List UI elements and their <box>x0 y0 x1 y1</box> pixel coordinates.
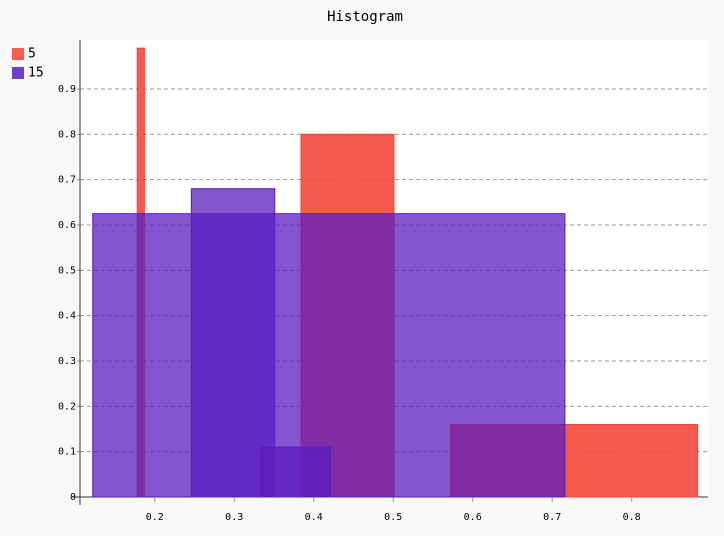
x-tick-label: 0.5 <box>384 512 402 523</box>
x-tick-label: 0.2 <box>146 512 164 523</box>
bar <box>259 446 331 498</box>
legend-swatch <box>12 67 24 79</box>
chart-title: Histogram <box>327 9 403 25</box>
y-tick-label: 0.2 <box>58 401 76 412</box>
y-tick-label: 0.6 <box>58 220 76 231</box>
legend-label: 15 <box>28 66 44 81</box>
y-tick-label: 0.9 <box>58 84 76 95</box>
x-tick-label: 0.6 <box>464 512 482 523</box>
x-tick-label: 0.3 <box>225 512 243 523</box>
y-tick-label: 0.7 <box>58 175 76 186</box>
legend-label: 5 <box>28 47 36 62</box>
x-tick-label: 0.8 <box>623 512 641 523</box>
y-tick-label: 0.1 <box>58 447 76 458</box>
y-tick-label: 0.8 <box>58 129 76 140</box>
y-tick-label: 0.5 <box>58 265 76 276</box>
bar <box>190 188 276 498</box>
y-tick-label: 0.4 <box>58 311 76 322</box>
x-tick-label: 0.4 <box>305 512 323 523</box>
legend-swatch <box>12 48 24 60</box>
y-tick-label: 0.3 <box>58 356 76 367</box>
x-tick-label: 0.7 <box>543 512 561 523</box>
